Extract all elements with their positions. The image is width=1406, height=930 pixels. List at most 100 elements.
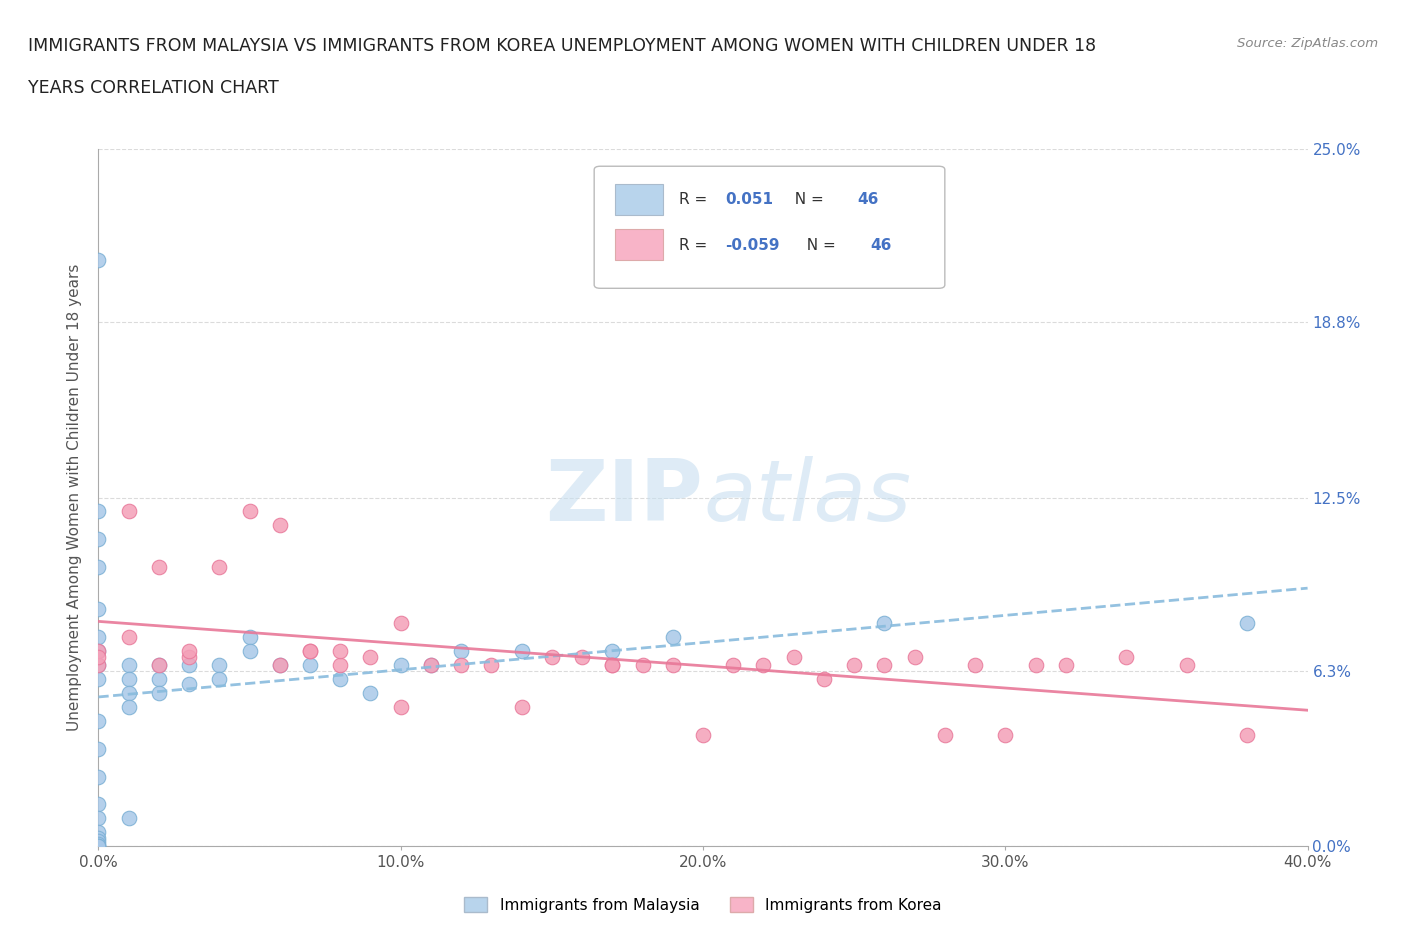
Point	[1024, 658, 1046, 672]
Point	[844, 658, 866, 672]
Point	[631, 658, 654, 672]
Point	[87, 602, 110, 617]
Text: R =: R =	[679, 192, 711, 206]
Point	[118, 630, 141, 644]
Point	[87, 839, 110, 854]
Point	[87, 532, 110, 547]
Point	[1054, 658, 1077, 672]
Point	[87, 630, 110, 644]
Text: YEARS CORRELATION CHART: YEARS CORRELATION CHART	[28, 79, 278, 97]
Point	[450, 658, 472, 672]
Point	[1175, 658, 1198, 672]
Point	[420, 658, 443, 672]
Point	[118, 504, 141, 519]
FancyBboxPatch shape	[614, 184, 664, 215]
Point	[813, 671, 835, 686]
Point	[87, 833, 110, 848]
Point	[148, 560, 170, 575]
Legend: Immigrants from Malaysia, Immigrants from Korea: Immigrants from Malaysia, Immigrants fro…	[458, 891, 948, 919]
Point	[904, 649, 927, 664]
Point	[1236, 616, 1258, 631]
Point	[87, 713, 110, 728]
Point	[269, 658, 291, 672]
Point	[360, 685, 382, 700]
Text: N =: N =	[797, 237, 841, 253]
Point	[148, 671, 170, 686]
Point	[389, 616, 412, 631]
Point	[662, 658, 685, 672]
Point	[662, 630, 685, 644]
Point	[179, 649, 201, 664]
Point	[208, 658, 231, 672]
Point	[118, 811, 141, 826]
Point	[299, 658, 322, 672]
Point	[1236, 727, 1258, 742]
Point	[723, 658, 745, 672]
Point	[692, 727, 714, 742]
Text: 0.051: 0.051	[724, 192, 773, 206]
Point	[87, 825, 110, 840]
Point	[510, 644, 533, 658]
Text: IMMIGRANTS FROM MALAYSIA VS IMMIGRANTS FROM KOREA UNEMPLOYMENT AMONG WOMEN WITH : IMMIGRANTS FROM MALAYSIA VS IMMIGRANTS F…	[28, 37, 1097, 55]
Point	[87, 769, 110, 784]
Point	[752, 658, 775, 672]
Point	[299, 644, 322, 658]
Point	[360, 649, 382, 664]
Point	[87, 830, 110, 845]
Point	[329, 644, 352, 658]
Point	[118, 685, 141, 700]
Point	[87, 658, 110, 672]
Point	[87, 504, 110, 519]
Point	[148, 658, 170, 672]
Point	[602, 644, 624, 658]
Point	[602, 658, 624, 672]
Point	[87, 811, 110, 826]
Point	[87, 649, 110, 664]
Point	[420, 658, 443, 672]
FancyBboxPatch shape	[595, 166, 945, 288]
Text: N =: N =	[785, 192, 830, 206]
Text: ZIP: ZIP	[546, 456, 703, 539]
Point	[87, 644, 110, 658]
Point	[87, 658, 110, 672]
Point	[118, 699, 141, 714]
Point	[450, 644, 472, 658]
Point	[994, 727, 1017, 742]
Point	[87, 839, 110, 854]
Point	[87, 671, 110, 686]
Point	[179, 644, 201, 658]
Text: R =: R =	[679, 237, 711, 253]
Point	[118, 671, 141, 686]
Point	[208, 560, 231, 575]
Point	[118, 658, 141, 672]
Point	[540, 649, 562, 664]
Point	[571, 649, 593, 664]
Point	[510, 699, 533, 714]
Point	[873, 658, 896, 672]
Point	[481, 658, 503, 672]
Point	[239, 504, 262, 519]
Point	[87, 836, 110, 851]
Point	[179, 658, 201, 672]
Point	[179, 677, 201, 692]
Point	[934, 727, 956, 742]
Point	[87, 253, 110, 268]
Point	[148, 685, 170, 700]
Point	[389, 658, 412, 672]
Point	[329, 658, 352, 672]
Point	[965, 658, 987, 672]
Y-axis label: Unemployment Among Women with Children Under 18 years: Unemployment Among Women with Children U…	[67, 264, 83, 731]
Point	[239, 630, 262, 644]
Text: -0.059: -0.059	[724, 237, 779, 253]
Point	[87, 797, 110, 812]
Point	[602, 658, 624, 672]
Point	[269, 658, 291, 672]
Point	[389, 699, 412, 714]
Point	[783, 649, 806, 664]
Point	[87, 741, 110, 756]
Point	[87, 560, 110, 575]
Text: Source: ZipAtlas.com: Source: ZipAtlas.com	[1237, 37, 1378, 50]
Point	[873, 616, 896, 631]
Text: 46: 46	[858, 192, 879, 206]
Point	[1115, 649, 1137, 664]
